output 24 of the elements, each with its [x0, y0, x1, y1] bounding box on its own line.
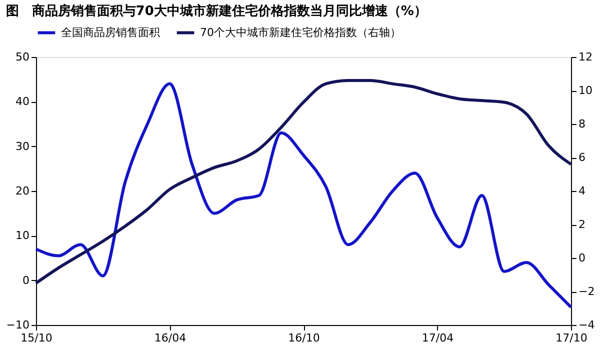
y2-tick-label: 12	[578, 50, 592, 64]
y2-tick-label: 10	[578, 84, 592, 97]
y-tick-label: 50	[16, 50, 30, 64]
y2-tick-label: 0	[578, 252, 586, 264]
y-tick-label: 0	[22, 274, 30, 287]
y2-tick-label: 8	[578, 118, 586, 130]
y2-tick-label: 6	[578, 151, 586, 164]
legend-label: 70个大中城市新建住宅价格指数（右轴）	[200, 26, 401, 39]
y2-tick-label: −2	[578, 285, 595, 298]
x-tick-label: 16/04	[154, 332, 186, 344]
y-tick-label: 40	[16, 95, 30, 108]
y2-tick-label: −4	[578, 318, 595, 332]
legend-label: 全国商品房销售面积	[61, 26, 160, 39]
y-tick-label: 30	[16, 140, 30, 153]
y-tick-label: 10	[16, 229, 30, 242]
x-tick-label: 16/10	[288, 332, 320, 344]
x-tick-label: 15/10	[20, 332, 52, 344]
x-tick-label: 17/10	[556, 332, 588, 344]
y2-tick-label: 4	[578, 184, 586, 198]
y-tick-label: −10	[6, 318, 30, 332]
y-tick-label: 20	[16, 184, 30, 198]
chart-title: 图 商品房销售面积与70大中城市新建住宅价格指数当月同比增速（%）	[6, 3, 427, 19]
x-tick-label: 17/04	[422, 332, 454, 344]
y2-tick-label: 2	[578, 218, 586, 231]
